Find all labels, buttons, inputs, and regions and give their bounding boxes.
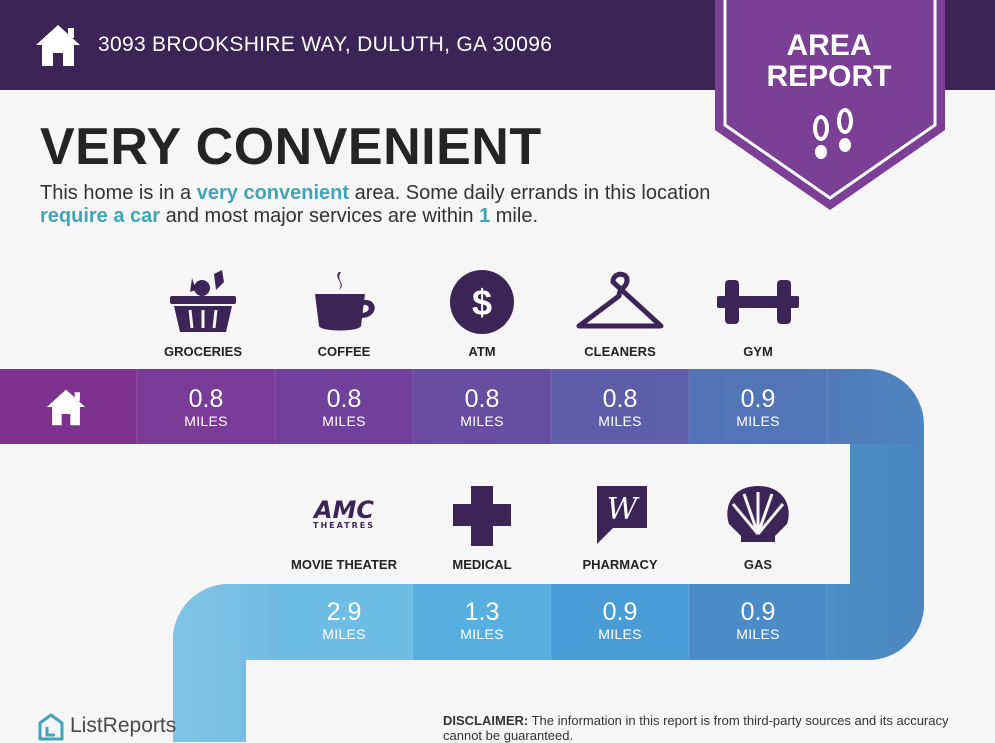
- hanger-icon: [576, 271, 664, 329]
- svg-text:W: W: [607, 492, 640, 527]
- home-icon: [36, 25, 80, 66]
- convenience-highlight: very convenient: [196, 182, 350, 204]
- distance-pharmacy: 0.9 MILES: [598, 598, 642, 642]
- distance-medical: 1.3 MILES: [460, 598, 504, 642]
- dumbbell-icon: [717, 280, 799, 324]
- distance-gas: 0.9 MILES: [736, 598, 780, 642]
- shell-logo: [727, 486, 789, 542]
- amenity-label: MEDICAL: [452, 557, 512, 572]
- listreports-brand: ListReports: [70, 714, 177, 737]
- distance-coffee: 0.8 MILES: [322, 385, 366, 429]
- badge-line1: AREA: [786, 29, 872, 62]
- svg-text:$: $: [472, 282, 492, 323]
- amenity-label: GYM: [743, 344, 773, 359]
- distance-gym: 0.9 MILES: [736, 385, 780, 429]
- medical-cross-icon: [453, 486, 511, 546]
- amc-theatres-logo: AMC THEATRES: [312, 496, 375, 530]
- band-home-icon: [46, 389, 86, 426]
- svg-text:AMC: AMC: [312, 496, 374, 524]
- area-report-badge: AREA REPORT: [713, 0, 947, 217]
- amenity-label: ATM: [468, 344, 496, 359]
- distance-cleaners: 0.8 MILES: [598, 385, 642, 429]
- disclaimer: DISCLAIMER: The information in this repo…: [443, 713, 949, 743]
- distance-movie-theater: 2.9 MILES: [322, 598, 366, 642]
- dollar-icon: $: [450, 270, 514, 334]
- amenity-label: GROCERIES: [163, 344, 242, 359]
- amenity-label: COFFEE: [317, 344, 371, 359]
- amenity-label: MOVIE THEATER: [291, 557, 397, 572]
- amenity-label: GAS: [743, 557, 773, 572]
- property-address: 3093 BROOKSHIRE WAY, DULUTH, GA 30096: [98, 33, 553, 56]
- car-highlight: require a car: [40, 205, 161, 227]
- footprints-icon: [813, 108, 853, 159]
- amenity-label: CLEANERS: [584, 344, 656, 359]
- coffee-cup-icon: [315, 272, 375, 331]
- distance-groceries: 0.8 MILES: [184, 385, 228, 429]
- amenity-label: PHARMACY: [582, 557, 658, 572]
- walgreens-logo: W: [597, 486, 647, 544]
- svg-text:THEATRES: THEATRES: [313, 521, 375, 530]
- distance-atm: 0.8 MILES: [460, 385, 504, 429]
- grocery-basket-icon: [170, 270, 236, 332]
- page-title: VERY CONVENIENT: [40, 118, 542, 176]
- distance-highlight: 1: [479, 205, 491, 227]
- badge-line2: REPORT: [766, 60, 892, 93]
- convenience-description: This home is in a very convenient area. …: [40, 182, 711, 227]
- listreports-logo-icon: [38, 713, 64, 741]
